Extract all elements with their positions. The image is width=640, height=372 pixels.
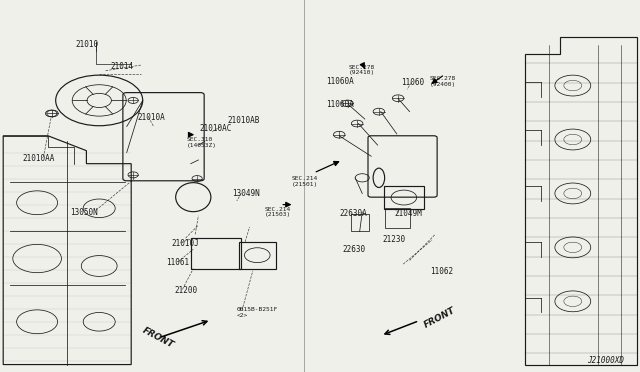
- Text: FRONT: FRONT: [141, 326, 175, 350]
- Text: 0B15B-B251F
<2>: 0B15B-B251F <2>: [237, 307, 278, 318]
- Bar: [385, 208, 410, 228]
- Text: 21010: 21010: [76, 40, 99, 49]
- Text: SEC.310
(14053Z): SEC.310 (14053Z): [187, 137, 217, 148]
- Text: 21014: 21014: [110, 62, 133, 71]
- Bar: [351, 214, 369, 231]
- Text: 13049N: 13049N: [232, 189, 259, 198]
- Text: SEC.214
(21501): SEC.214 (21501): [292, 176, 318, 187]
- Text: 21010J: 21010J: [172, 239, 199, 248]
- Text: J21000XD: J21000XD: [587, 356, 624, 365]
- Text: SEC.278
(92400): SEC.278 (92400): [430, 76, 456, 87]
- Text: 21230: 21230: [383, 235, 406, 244]
- Bar: [384, 186, 424, 209]
- Text: 22630A: 22630A: [339, 209, 367, 218]
- Text: 21010AA: 21010AA: [22, 154, 55, 163]
- Text: FRONT: FRONT: [422, 306, 457, 330]
- Text: 21010AB: 21010AB: [227, 116, 260, 125]
- Text: SEC.278
(92410): SEC.278 (92410): [349, 64, 375, 76]
- Text: SEC.214
(21503): SEC.214 (21503): [265, 206, 291, 218]
- Text: 13050N: 13050N: [70, 208, 98, 217]
- Bar: [239, 242, 276, 269]
- Text: 11060A: 11060A: [326, 100, 354, 109]
- Text: 11060: 11060: [401, 78, 424, 87]
- Text: 11061: 11061: [166, 258, 189, 267]
- Text: 11062: 11062: [430, 267, 453, 276]
- Text: 21200: 21200: [174, 286, 197, 295]
- Bar: [191, 238, 241, 269]
- Text: 21049M: 21049M: [395, 209, 422, 218]
- Text: 11060A: 11060A: [326, 77, 354, 86]
- Text: 21010A: 21010A: [138, 113, 165, 122]
- Text: 22630: 22630: [342, 245, 365, 254]
- Text: 21010AC: 21010AC: [200, 124, 232, 133]
